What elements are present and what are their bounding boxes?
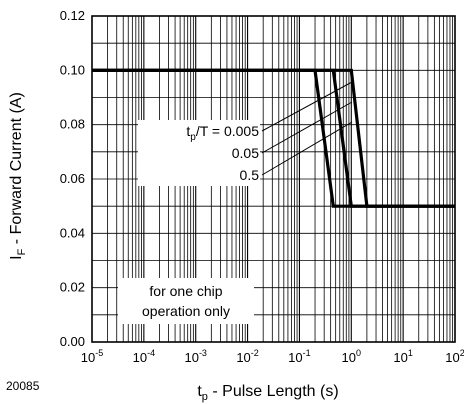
y-tick-label: 0.12 xyxy=(60,8,85,23)
x-tick-label: 10-1 xyxy=(288,348,310,365)
curve-label-005: 0.05 xyxy=(232,145,259,161)
leader-line-0005 xyxy=(261,81,353,132)
leader-line-005 xyxy=(261,101,353,154)
x-tick-label: 10-2 xyxy=(236,348,258,365)
curve-label-backdrop xyxy=(138,120,260,186)
x-tick-label: 10-4 xyxy=(133,348,155,365)
x-tick-labels: 10-5 10-4 10-3 10-2 10-1 100 101 102 xyxy=(81,348,464,365)
annotation-backdrop xyxy=(118,278,254,324)
annotation: for one chip operation only xyxy=(118,278,254,324)
y-tick-label: 0.08 xyxy=(60,117,85,132)
curve-label-0005: tp/T = 0.005 xyxy=(186,123,259,143)
y-tick-label: 0.06 xyxy=(60,171,85,186)
y-tick-label: 0.04 xyxy=(60,225,85,240)
y-tick-label: 0.02 xyxy=(60,280,85,295)
y-axis-title: IF - Forward Current (A) xyxy=(8,92,28,260)
x-tick-label: 10-5 xyxy=(81,348,103,365)
figure-id: 20085 xyxy=(6,379,40,393)
x-tick-label: 100 xyxy=(342,348,361,365)
curve-label-05: 0.5 xyxy=(240,167,260,183)
plot-frame xyxy=(91,15,456,343)
curve-2 xyxy=(92,68,455,208)
y-tick-label: 0.00 xyxy=(60,334,85,349)
y-tick-labels: 0.00 0.02 0.04 0.06 0.08 0.10 0.12 xyxy=(60,8,85,349)
annotation-line-2: operation only xyxy=(142,303,230,319)
leader-line-05 xyxy=(261,121,353,176)
x-tick-label: 101 xyxy=(393,348,412,365)
x-axis-title: tp - Pulse Length (s) xyxy=(197,383,338,403)
x-tick-label: 10-3 xyxy=(184,348,206,365)
curve-labels: tp/T = 0.005 0.05 0.5 xyxy=(138,81,353,186)
y-tick-label: 0.10 xyxy=(60,62,85,77)
x-tick-label: 102 xyxy=(445,348,464,365)
annotation-line-1: for one chip xyxy=(149,283,222,299)
